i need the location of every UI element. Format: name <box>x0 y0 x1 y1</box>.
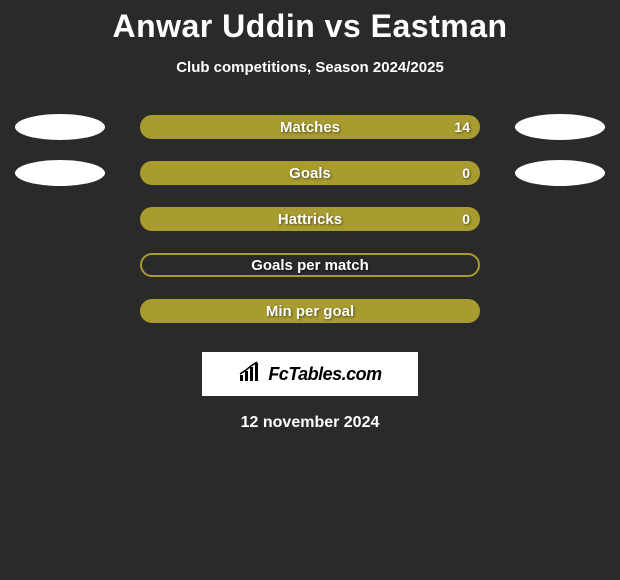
date-label: 12 november 2024 <box>0 414 620 432</box>
stat-label: Hattricks <box>278 211 342 228</box>
comparison-card: Anwar Uddin vs Eastman Club competitions… <box>0 0 620 432</box>
left-value-ellipse <box>15 114 105 140</box>
stat-right-value: 0 <box>462 211 470 227</box>
stat-row: Matches 14 <box>0 104 620 150</box>
logo-text: FcTables.com <box>268 364 381 385</box>
subtitle: Club competitions, Season 2024/2025 <box>0 59 620 76</box>
right-value-ellipse <box>515 160 605 186</box>
stat-right-value: 0 <box>462 165 470 181</box>
stats-list: Matches 14 Goals 0 Hattricks 0 Goals per match… <box>0 104 620 334</box>
page-title: Anwar Uddin vs Eastman <box>0 8 620 45</box>
stat-pill: Min per goal <box>140 299 480 323</box>
stat-pill: Goals per match <box>140 253 480 277</box>
stat-pill: Hattricks 0 <box>140 207 480 231</box>
stat-pill: Matches 14 <box>140 115 480 139</box>
stat-label: Goals <box>289 165 331 182</box>
stat-label: Matches <box>280 119 340 136</box>
logo-box[interactable]: FcTables.com <box>202 352 418 396</box>
stat-label: Goals per match <box>251 257 369 274</box>
right-value-ellipse <box>515 114 605 140</box>
stat-right-value: 14 <box>454 119 470 135</box>
left-value-ellipse <box>15 160 105 186</box>
stat-pill: Goals 0 <box>140 161 480 185</box>
stat-label: Min per goal <box>266 303 354 320</box>
stat-row: Hattricks 0 <box>0 196 620 242</box>
stat-row: Min per goal <box>0 288 620 334</box>
chart-icon <box>238 361 264 388</box>
stat-row: Goals 0 <box>0 150 620 196</box>
stat-row: Goals per match <box>0 242 620 288</box>
